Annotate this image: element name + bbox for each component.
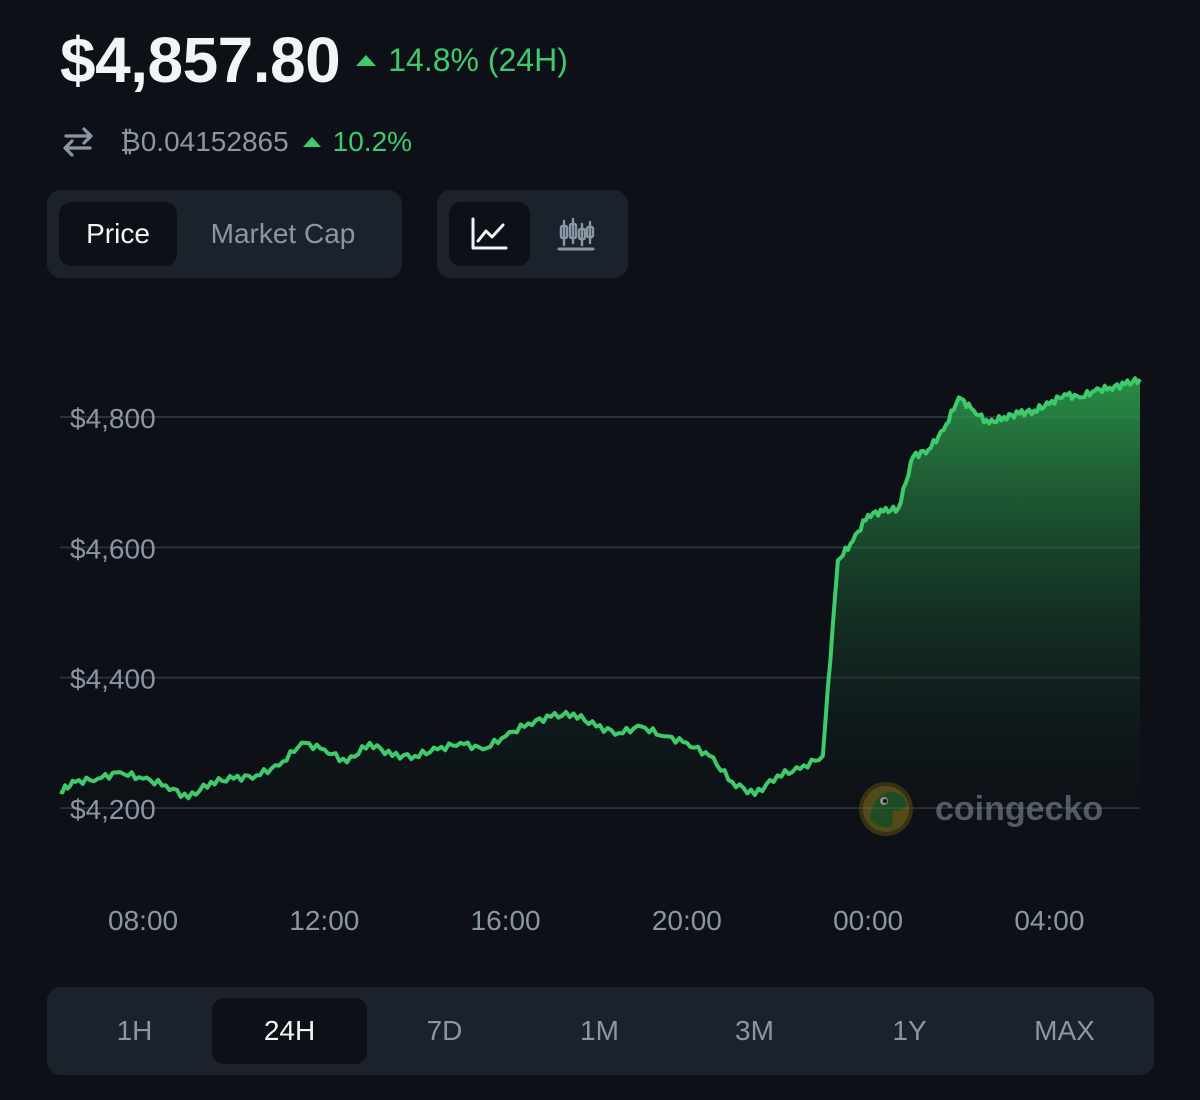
x-tick-label: 20:00 [652, 905, 722, 936]
x-tick-label: 16:00 [471, 905, 541, 936]
market-cap-tab[interactable]: Market Cap [210, 218, 356, 249]
price-line [59, 376, 1142, 801]
range-tab-1y[interactable]: 1Y [892, 1015, 927, 1046]
range-tab-1h[interactable]: 1H [116, 1015, 153, 1046]
range-tab-3m[interactable]: 3M [735, 1015, 774, 1046]
range-tab-7d[interactable]: 7D [426, 1015, 463, 1046]
price-change-text: 14.8% (24H) [388, 41, 568, 78]
price-chart[interactable]: coingecko $4,200 $4,400 $4,600 $4,800 08:00… [0, 300, 1200, 960]
x-tick-label: 12:00 [289, 905, 359, 936]
price-header: $4,857.80 14.8% (24H) ₿0.04152865 10.2% [60, 24, 568, 162]
range-tab-max[interactable]: MAX [1034, 1015, 1095, 1046]
x-tick-label: 04:00 [1014, 905, 1084, 936]
coingecko-watermark: coingecko [859, 782, 1103, 836]
price-area-fill [60, 378, 1140, 808]
y-tick-label: $4,400 [70, 664, 156, 695]
swap-arrows-icon[interactable] [60, 124, 96, 160]
y-tick-label: $4,600 [70, 533, 156, 564]
price-row: $4,857.80 14.8% (24H) [60, 24, 568, 96]
time-range-tabs: 1H 24H 7D 1M 3M 1Y MAX [47, 987, 1154, 1075]
chart-type-toggle [437, 190, 628, 278]
x-tick-label: 00:00 [833, 905, 903, 936]
btc-price: ₿0.04152865 [120, 126, 289, 157]
line-chart-icon [471, 217, 508, 250]
candlestick-chart-button[interactable] [536, 202, 617, 266]
btc-price-row: ₿0.04152865 10.2% [60, 122, 568, 162]
current-price: $4,857.80 [60, 24, 341, 96]
watermark-text: coingecko [935, 790, 1103, 828]
range-tab-1m[interactable]: 1M [580, 1015, 619, 1046]
triangle-up-icon [302, 137, 321, 147]
x-tick-label: 08:00 [108, 905, 178, 936]
gecko-logo-icon [859, 782, 913, 836]
range-tab-24h[interactable]: 24H [212, 998, 367, 1064]
triangle-up-icon [356, 54, 377, 66]
line-chart-button[interactable] [449, 202, 530, 266]
candlestick-chart-icon [557, 217, 595, 251]
y-tick-label: $4,800 [70, 403, 156, 434]
btc-change-text: 10.2% [332, 126, 413, 157]
price-tab[interactable]: Price [59, 202, 177, 266]
metric-toggle: Price Market Cap [47, 190, 402, 278]
y-tick-label: $4,200 [70, 794, 156, 825]
price-change-24h: 14.8% (24H) [356, 42, 568, 79]
btc-change: 10.2% [302, 126, 413, 158]
